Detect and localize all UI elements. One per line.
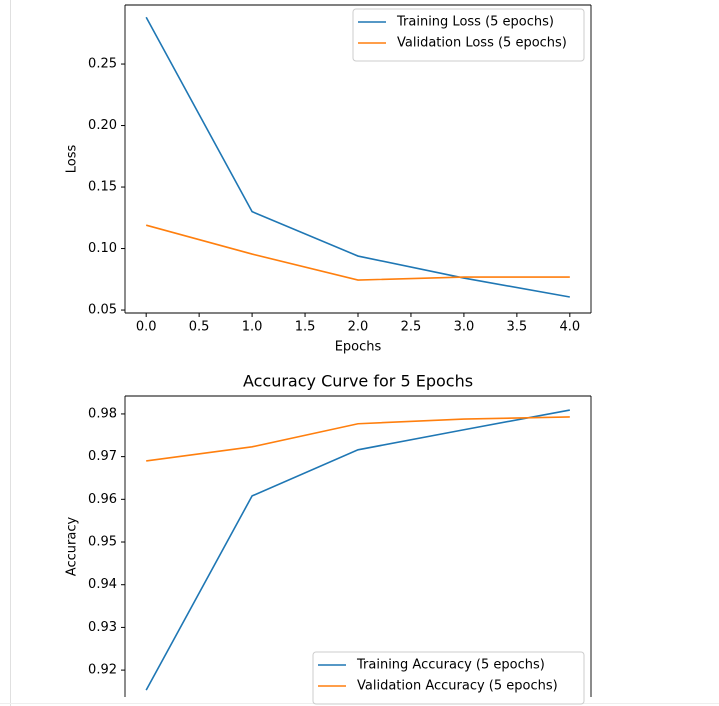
y-tick-label: 0.10 xyxy=(88,241,117,256)
y-tick-label: 0.95 xyxy=(88,535,117,550)
series-line xyxy=(145,16,570,298)
x-tick-label: 0.0 xyxy=(136,320,157,335)
y-tick-label: 0.96 xyxy=(88,492,117,507)
series-line xyxy=(145,224,570,281)
y-tick-label: 0.15 xyxy=(88,180,117,195)
x-tick-label: 4.0 xyxy=(559,320,580,335)
legend-box xyxy=(352,8,585,62)
y-tick-label: 0.93 xyxy=(88,620,117,635)
y-tick-label: 0.92 xyxy=(88,663,117,678)
series-line xyxy=(145,409,570,691)
y-tick-label: 0.05 xyxy=(88,303,117,318)
x-tick-label: 1.0 xyxy=(242,320,263,335)
legend-label: Training Accuracy (5 epochs) xyxy=(356,658,545,673)
y-tick-label: 0.94 xyxy=(88,577,117,592)
legend-label: Validation Loss (5 epochs) xyxy=(397,36,567,51)
y-tick-label: 0.98 xyxy=(88,406,117,421)
legend-label: Validation Accuracy (5 epochs) xyxy=(357,679,558,694)
legend-label: Training Loss (5 epochs) xyxy=(396,15,554,30)
y-axis-label: Loss xyxy=(65,145,80,174)
chart-title: Accuracy Curve for 5 Epochs xyxy=(243,372,473,391)
y-tick-label: 0.20 xyxy=(88,118,117,133)
legend-box xyxy=(312,651,585,705)
series-line xyxy=(146,416,570,462)
y-tick-label: 0.97 xyxy=(88,449,117,464)
x-tick-label: 3.5 xyxy=(507,320,528,335)
x-tick-label: 1.5 xyxy=(295,320,316,335)
y-axis-label: Accuracy xyxy=(65,517,80,577)
x-tick-label: 3.0 xyxy=(454,320,475,335)
x-tick-label: 2.5 xyxy=(401,320,422,335)
y-tick-label: 0.25 xyxy=(88,57,117,72)
x-axis-label: Epochs xyxy=(335,340,382,355)
x-tick-label: 2.0 xyxy=(348,320,369,335)
x-tick-label: 0.5 xyxy=(189,320,210,335)
